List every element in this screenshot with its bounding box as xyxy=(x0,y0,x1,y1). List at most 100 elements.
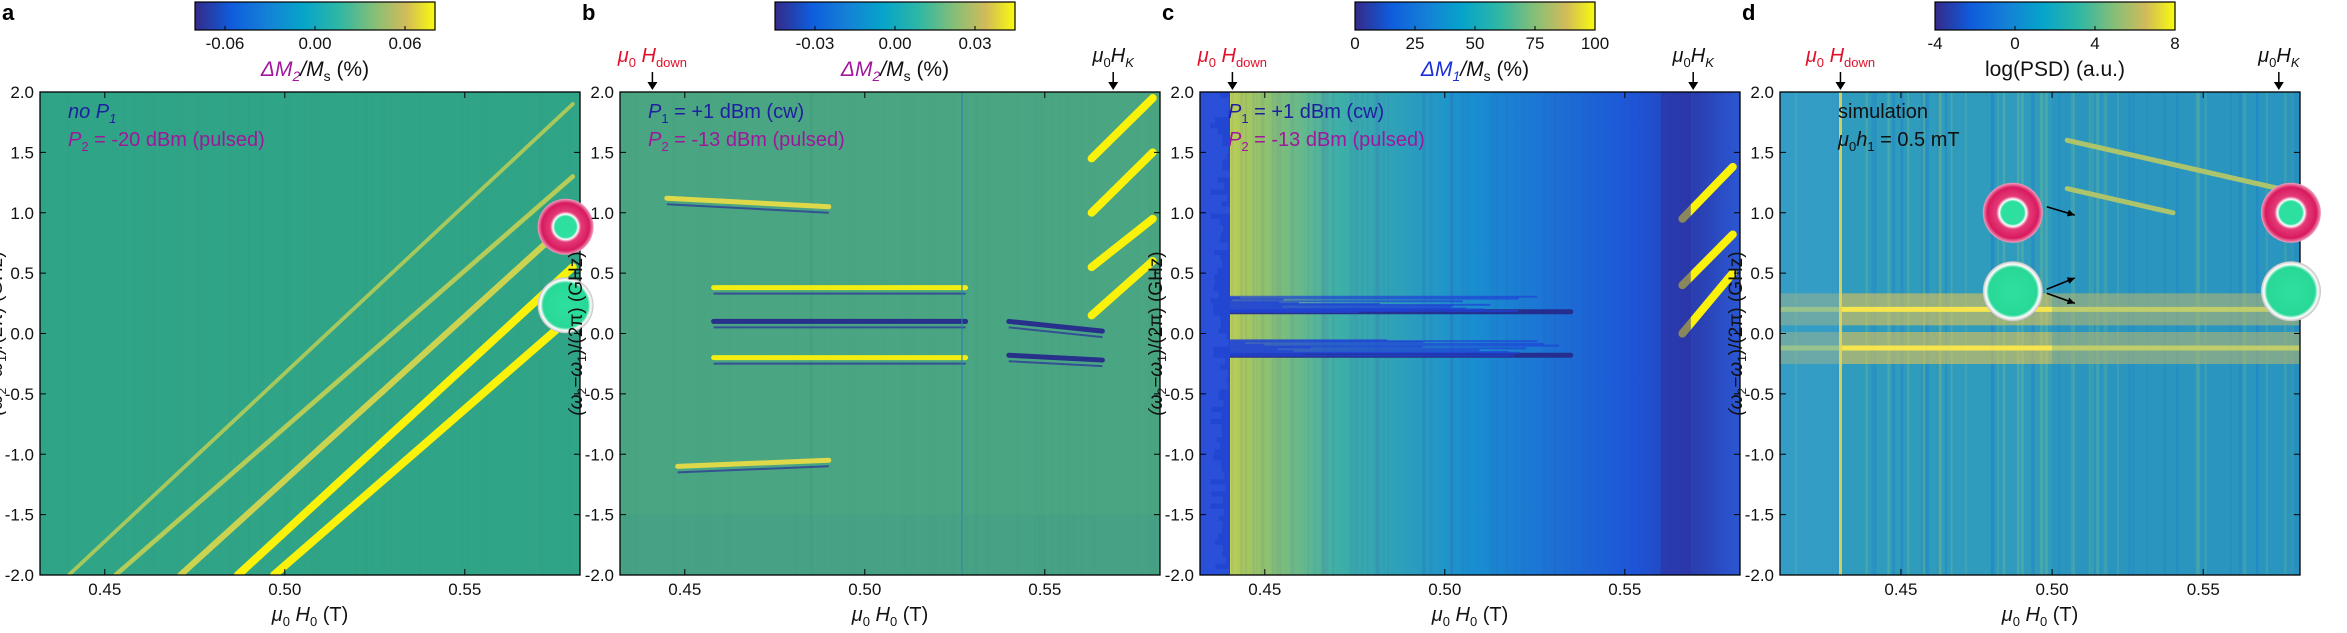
x-axis-label: μ0 H0 (T) xyxy=(851,604,929,629)
noise-stripe xyxy=(1387,92,1389,575)
noise-stripe xyxy=(728,92,731,575)
noise-stripe xyxy=(518,92,521,575)
ragged-edge xyxy=(1200,436,1217,443)
noise-stripe xyxy=(249,92,250,575)
noise-stripe xyxy=(1240,92,1243,575)
ragged-edge xyxy=(1200,170,1230,177)
bottom-band xyxy=(620,515,1160,575)
y-tick-label: -1.0 xyxy=(5,445,34,464)
noise-stripe xyxy=(1035,92,1039,575)
ragged-edge xyxy=(1200,158,1222,165)
noise-stripe xyxy=(287,92,290,575)
ragged-edge xyxy=(1200,134,1222,141)
noise-stripe xyxy=(1716,92,1718,575)
ring-icon xyxy=(538,199,594,255)
ragged-edge xyxy=(1200,116,1215,123)
colorbar-label: ΔM2/Ms (%) xyxy=(840,58,949,84)
noise-stripe xyxy=(1422,92,1426,575)
noise-stripe xyxy=(1050,92,1053,575)
colorbar-tick-label: -4 xyxy=(1927,34,1942,53)
noise-stripe xyxy=(848,92,851,575)
noise-stripe xyxy=(932,92,936,575)
noise-stripe xyxy=(1450,92,1452,575)
y-tick-label: -2.0 xyxy=(585,566,614,585)
noise-stripe xyxy=(1000,92,1001,575)
ragged-edge xyxy=(1200,376,1226,383)
colorbar-tick-label: 0.00 xyxy=(878,34,911,53)
ragged-edge xyxy=(1200,255,1220,262)
y-tick-label: 0.0 xyxy=(10,325,34,344)
tongue-edge xyxy=(1218,355,1514,357)
noise-stripe xyxy=(1626,92,1629,575)
noise-stripe xyxy=(1041,92,1044,575)
x-tick-label: 0.50 xyxy=(1428,580,1461,599)
y-tick-label: 0.5 xyxy=(1170,264,1194,283)
noise-stripe xyxy=(1094,92,1096,575)
noise-stripe xyxy=(930,92,932,575)
colorbar-tick-label: 4 xyxy=(2090,34,2099,53)
colorbar-tick-label: 75 xyxy=(1526,34,1545,53)
noise-stripe xyxy=(1292,92,1294,575)
noise-stripe xyxy=(1522,92,1526,575)
noise-stripe xyxy=(628,92,629,575)
noise-stripe xyxy=(635,92,639,575)
noise-stripe xyxy=(530,92,531,575)
x-tick-label: 0.50 xyxy=(268,580,301,599)
noise-stripe xyxy=(461,92,463,575)
ragged-edge xyxy=(1200,394,1219,401)
ragged-edge xyxy=(1200,527,1222,534)
ragged-edge xyxy=(1200,352,1214,359)
noise-stripe xyxy=(1256,92,1257,575)
x-tick-label: 0.55 xyxy=(1608,580,1641,599)
noise-stripe xyxy=(1564,92,1565,575)
noise-stripe xyxy=(1349,92,1353,575)
left-region xyxy=(1780,92,1840,575)
ragged-edge xyxy=(1200,321,1221,328)
right-region xyxy=(2052,92,2300,575)
noise-stripe xyxy=(699,92,703,575)
ragged-edge xyxy=(1200,430,1222,437)
noise-stripe xyxy=(1505,92,1508,575)
panel-a: a -0.06 0.00 0.06 ΔM2/Ms (%) -2.0 -1.5 -1.0 -0.5… xyxy=(0,0,594,629)
colorbar-tick-label: -0.06 xyxy=(206,34,245,53)
panel-letter: b xyxy=(582,0,595,25)
field-marker-label: μ0 Hdown xyxy=(1805,45,1875,70)
y-tick-label: 2.0 xyxy=(590,83,614,102)
noise-stripe xyxy=(1332,92,1335,575)
ragged-edge xyxy=(1200,152,1227,159)
colorbar-tick-label: 8 xyxy=(2170,34,2179,53)
y-tick-label: -1.0 xyxy=(1745,445,1774,464)
noise-stripe xyxy=(1583,92,1587,575)
ragged-edge xyxy=(1200,104,1229,111)
ragged-edge xyxy=(1200,370,1228,377)
noise-stripe xyxy=(177,92,180,575)
y-tick-label: -1.5 xyxy=(5,506,34,525)
ragged-edge xyxy=(1200,273,1214,280)
tongue-edge xyxy=(1218,311,1358,313)
panel-letter: d xyxy=(1742,0,1755,25)
ragged-edge xyxy=(1200,497,1223,504)
ragged-edge xyxy=(1200,364,1220,371)
noise-stripe xyxy=(830,92,831,575)
dark-column xyxy=(1661,92,1691,575)
noise-stripe xyxy=(654,92,655,575)
colorbar xyxy=(195,2,435,30)
tongue-edge xyxy=(1218,352,1520,354)
noise-stripe xyxy=(466,92,469,575)
ring-icon xyxy=(1983,183,2043,243)
ragged-edge xyxy=(1200,346,1213,353)
colorbar-label: ΔM1/Ms (%) xyxy=(1420,58,1529,84)
noise-stripe xyxy=(1025,92,1026,575)
y-tick-label: 0.5 xyxy=(10,264,34,283)
colorbar xyxy=(1355,2,1595,30)
ragged-edge xyxy=(1200,164,1222,171)
ragged-edge xyxy=(1200,460,1221,467)
y-tick-label: 0.0 xyxy=(1170,325,1194,344)
ragged-edge xyxy=(1200,110,1228,117)
y-tick-label: -0.5 xyxy=(1165,385,1194,404)
x-axis-label: μ0 H0 (T) xyxy=(2001,604,2079,629)
noise-stripe xyxy=(1546,92,1547,575)
noise-stripe xyxy=(309,92,311,575)
field-marker-arrowhead xyxy=(1835,82,1845,90)
noise-stripe xyxy=(112,92,114,575)
